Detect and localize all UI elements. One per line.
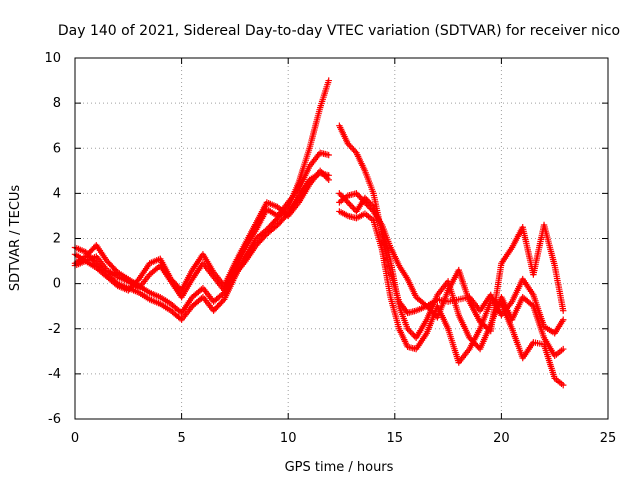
y-tick-label: 8: [53, 96, 61, 111]
x-tick-label: 10: [280, 431, 297, 446]
y-tick-label: -6: [48, 412, 61, 427]
x-axis-label: GPS time / hours: [285, 460, 394, 475]
chart-title: Day 140 of 2021, Sidereal Day-to-day VTE…: [58, 23, 620, 39]
y-tick-label: 6: [53, 141, 61, 156]
y-axis-label: SDTVAR / TECUs: [8, 185, 23, 292]
y-tick-label: -4: [48, 367, 61, 382]
data-point: [344, 199, 352, 206]
axis-ticks: 0 5 10 15 20 25 -6 -4 -2 0 2 4 6 8 10: [44, 51, 616, 446]
y-tick-label: 0: [53, 277, 61, 292]
series-track-6: [336, 208, 567, 389]
x-tick-label: 15: [387, 431, 404, 446]
series-trace: [73, 169, 331, 293]
series-track-8: [336, 190, 567, 335]
series-trace: [337, 190, 566, 333]
data-point: [361, 199, 369, 206]
x-tick-label: 5: [177, 431, 185, 446]
series-trace: [73, 170, 331, 315]
data-point: [336, 190, 343, 197]
y-tick-label: 10: [44, 51, 61, 66]
data-marks: [71, 77, 567, 389]
x-tick-label: 20: [493, 431, 510, 446]
x-tick-label: 25: [600, 431, 617, 446]
y-tick-label: -2: [48, 322, 61, 337]
x-tick-label: 0: [71, 431, 79, 446]
series-track-4: [71, 169, 332, 317]
y-tick-label: 4: [53, 186, 61, 201]
y-tick-label: 2: [53, 232, 61, 247]
